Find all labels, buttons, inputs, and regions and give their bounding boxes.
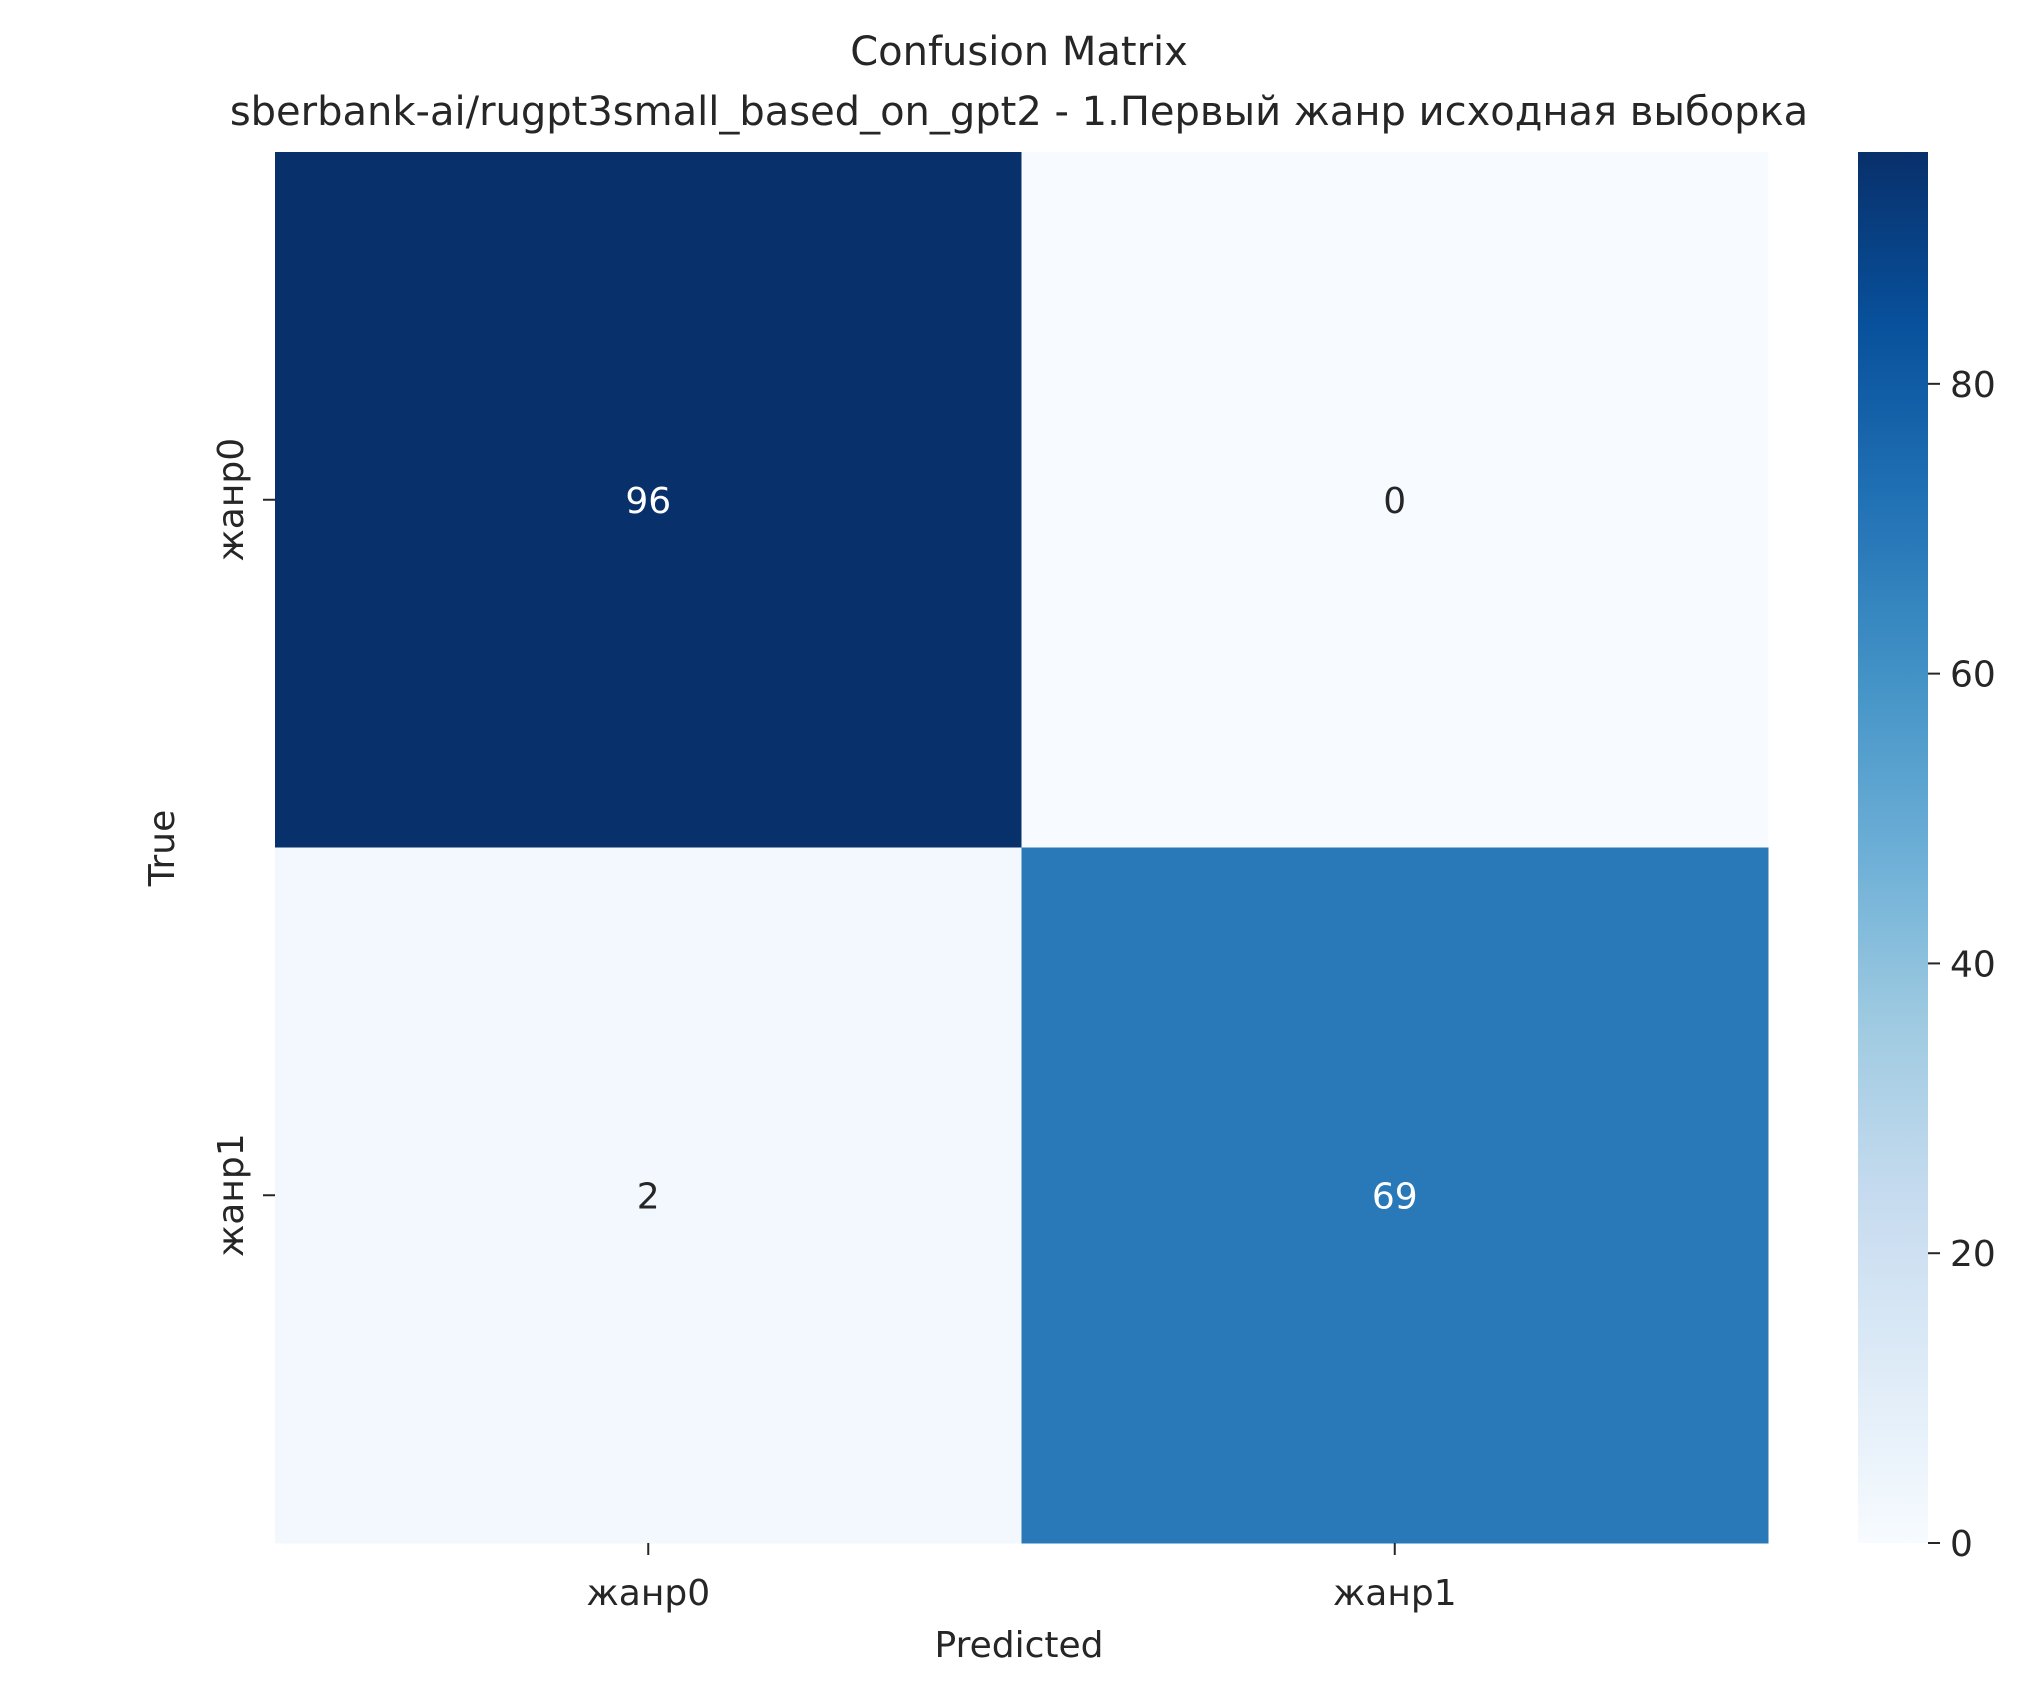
cell-value-label-1-0: 2 [637,1176,660,1217]
colorbar-tick-label: 0 [1950,1524,1973,1565]
heatmap-cell-1-0 [275,847,1022,1544]
y-axis-label: True [142,810,183,887]
colorbar-tick-label: 80 [1950,365,1996,406]
x-axis-label: Predicted [935,1625,1104,1666]
heatmap-cell-labels: 96 0 2 69 [625,481,1417,1218]
cell-value-label-0-1: 0 [1383,481,1406,522]
y-axis-ticks: жанр0 жанр1 [211,438,275,1257]
colorbar-tick-label: 40 [1950,944,1996,985]
colorbar [1858,152,1928,1543]
cell-value-label-0-0: 96 [625,481,671,522]
colorbar-ticks: 0 20 40 60 80 [1928,365,1996,1565]
colorbar-tick-label: 60 [1950,655,1996,696]
heatmap-cells [275,152,1769,1544]
x-tick-label: жанр0 [586,1573,710,1614]
cell-value-label-1-1: 69 [1372,1176,1418,1217]
heatmap-cell-0-1 [1021,152,1769,848]
colorbar-tick-label: 20 [1950,1234,1996,1275]
heatmap-cell-0-0 [275,152,1022,848]
heatmap-cell-1-1 [1021,847,1769,1544]
y-tick-label: жанр1 [211,1133,252,1257]
x-tick-label: жанр1 [1333,1573,1457,1614]
x-axis-ticks: жанр0 жанр1 [586,1543,1457,1614]
chart-subtitle: sberbank-ai/rugpt3small_based_on_gpt2 - … [230,89,1808,135]
chart-title: Confusion Matrix [850,29,1188,75]
y-tick-label: жанр0 [211,438,252,562]
